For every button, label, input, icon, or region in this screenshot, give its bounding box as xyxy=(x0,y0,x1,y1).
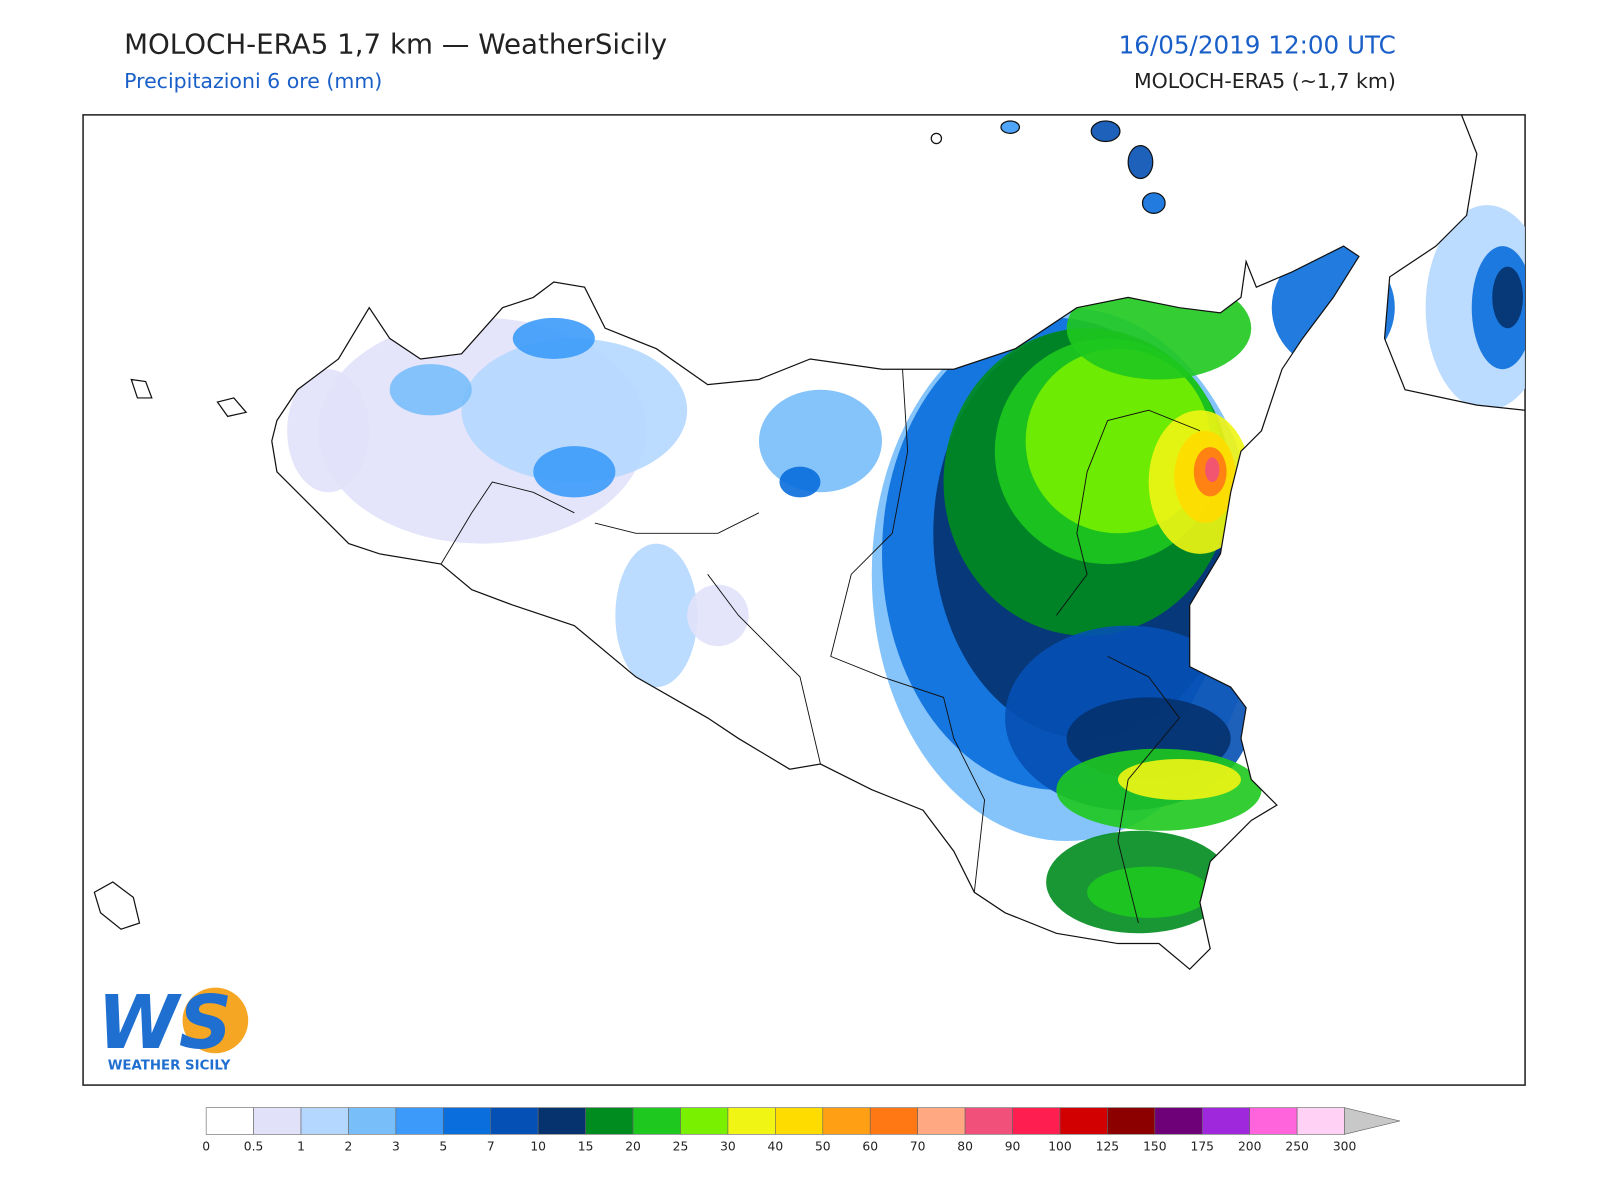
colorbar-bin xyxy=(727,1107,776,1135)
colorbar-bin xyxy=(490,1107,539,1135)
colorbar-label: 30 xyxy=(720,1140,736,1154)
precip-area xyxy=(1492,266,1524,329)
colorbar-bin xyxy=(680,1107,729,1135)
precip-area xyxy=(287,369,370,493)
colorbar-bin xyxy=(537,1107,586,1135)
precip-area xyxy=(1087,866,1211,918)
logo-sun xyxy=(182,987,249,1054)
colorbar-label: 7 xyxy=(487,1140,495,1154)
colorbar-label: 300 xyxy=(1333,1140,1356,1154)
colorbar-label: 90 xyxy=(1005,1140,1021,1154)
colorbar-bin xyxy=(443,1107,492,1135)
colorbar-label: 2 xyxy=(345,1140,353,1154)
colorbar-label: 40 xyxy=(768,1140,784,1154)
colorbar-label: 0 xyxy=(202,1140,210,1154)
precip-area xyxy=(1091,121,1120,142)
logo-mark: WS xyxy=(97,980,232,1066)
logo: WS WEATHER SICILY xyxy=(97,980,249,1074)
colorbar-label: 100 xyxy=(1048,1140,1071,1154)
colorbar-bin xyxy=(1059,1107,1108,1135)
colorbar-bin xyxy=(917,1107,966,1135)
colorbar-bin xyxy=(869,1107,918,1135)
colorbar-label: 70 xyxy=(910,1140,926,1154)
colorbar: 0 0.5 1 2 3 5 7 10 15 20 25 30 40 50 60 70 80 90 100 125 150… xyxy=(202,1107,1401,1154)
precip-area xyxy=(461,338,688,483)
subtitle: Precipitazioni 6 ore (mm) xyxy=(124,69,382,93)
colorbar-bin xyxy=(348,1107,397,1135)
precipitation-layer xyxy=(287,121,1526,934)
colorbar-bin xyxy=(632,1107,681,1135)
colorbar-bin xyxy=(205,1107,254,1135)
colorbar-label: 150 xyxy=(1143,1140,1166,1154)
coastlines xyxy=(93,114,1526,970)
colorbar-label: 1 xyxy=(297,1140,305,1154)
precip-area xyxy=(1000,121,1020,134)
title: MOLOCH-ERA5 1,7 km — WeatherSicily xyxy=(124,27,667,60)
colorbar-bin xyxy=(395,1107,444,1135)
colorbar-bin xyxy=(1012,1107,1061,1135)
logo-name: WEATHER SICILY xyxy=(108,1059,231,1074)
colorbar-label: 25 xyxy=(673,1140,689,1154)
precip-area xyxy=(758,389,883,493)
figure: MOLOCH-ERA5 1,7 km — WeatherSicily Preci… xyxy=(82,27,1526,1154)
precip-area xyxy=(1205,457,1220,483)
precip-area xyxy=(389,364,472,416)
precip-area xyxy=(687,584,749,647)
precip-area xyxy=(1128,145,1153,179)
colorbar-bin xyxy=(1249,1107,1298,1135)
colorbar-bin xyxy=(253,1107,302,1135)
colorbar-label: 0.5 xyxy=(244,1140,264,1154)
colorbar-bin xyxy=(1296,1107,1345,1135)
colorbar-label: 80 xyxy=(957,1140,973,1154)
colorbar-label: 5 xyxy=(439,1140,447,1154)
valid-time: 16/05/2019 12:00 UTC xyxy=(1119,30,1396,59)
colorbar-label: 125 xyxy=(1096,1140,1119,1154)
colorbar-label: 50 xyxy=(815,1140,831,1154)
colorbar-bin xyxy=(585,1107,634,1135)
colorbar-extend xyxy=(1344,1107,1401,1135)
colorbar-bin xyxy=(775,1107,824,1135)
precip-area xyxy=(533,446,616,498)
precip-area xyxy=(1117,758,1241,800)
colorbar-label: 10 xyxy=(530,1140,546,1154)
precip-area xyxy=(779,466,821,498)
colorbar-label: 200 xyxy=(1238,1140,1261,1154)
colorbar-bin xyxy=(964,1107,1013,1135)
model-name: MOLOCH-ERA5 (~1,7 km) xyxy=(1134,69,1396,93)
colorbar-bin xyxy=(1201,1107,1251,1135)
precip-area xyxy=(615,543,698,688)
map-frame xyxy=(82,114,1526,1086)
colorbar-label: 250 xyxy=(1285,1140,1308,1154)
colorbar-label: 3 xyxy=(392,1140,400,1154)
colorbar-label: 15 xyxy=(578,1140,594,1154)
colorbar-bin xyxy=(300,1107,349,1135)
colorbar-label: 20 xyxy=(625,1140,641,1154)
colorbar-bin xyxy=(822,1107,871,1135)
precip-area xyxy=(512,317,595,359)
colorbar-bin xyxy=(1107,1107,1156,1135)
colorbar-bin xyxy=(1154,1107,1203,1135)
colorbar-label: 60 xyxy=(862,1140,878,1154)
precip-area xyxy=(1142,192,1166,214)
colorbar-label: 175 xyxy=(1191,1140,1214,1154)
